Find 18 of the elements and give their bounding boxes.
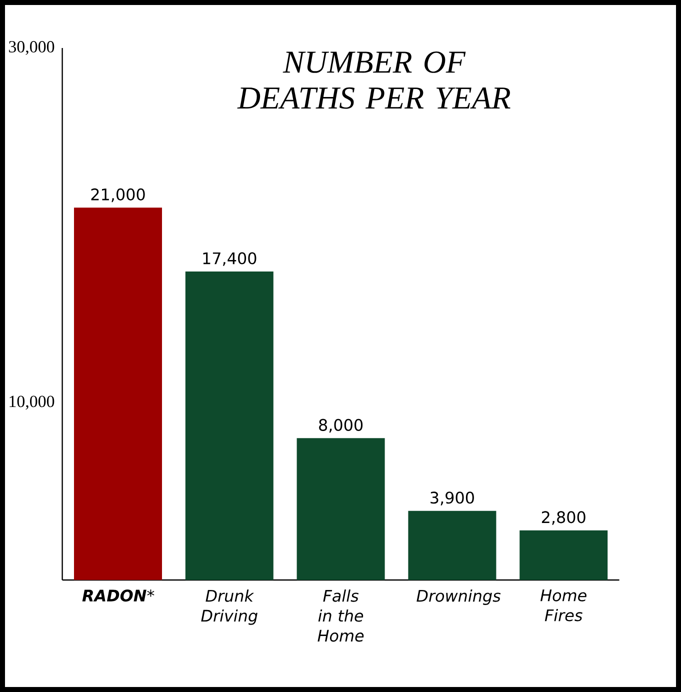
y-tick-label: 10,000: [10, 396, 54, 410]
x-tick-label: Home Fires: [540, 590, 586, 622]
data-label: 3,900: [430, 492, 474, 506]
bar: [296, 438, 385, 580]
bar: [185, 271, 274, 580]
data-label: 17,400: [203, 252, 256, 266]
x-tick-label: RADON*: [82, 590, 154, 602]
bar: [408, 510, 496, 580]
x-tick-label: Falls in the Home: [318, 590, 364, 642]
bar: [520, 530, 608, 580]
data-label: 21,000: [91, 188, 145, 202]
y-tick-label: 30,000: [9, 41, 54, 55]
bar: [74, 208, 162, 580]
data-label: 2,800: [542, 511, 586, 525]
text: NUMBER OF DEATHS PER YEAR: [237, 52, 510, 109]
x-tick-label: Drownings: [416, 590, 501, 605]
x-tick-label: Drunk Driving: [201, 590, 258, 625]
data-label: 8,000: [319, 418, 363, 433]
